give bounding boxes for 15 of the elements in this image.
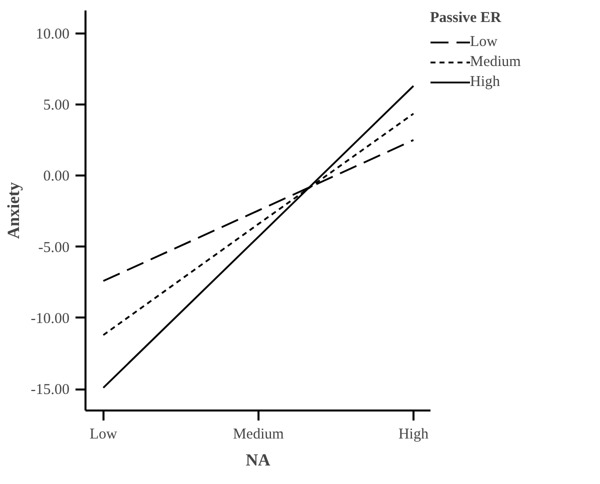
x-tick-label: Low — [90, 426, 118, 442]
legend-label: Medium — [470, 54, 521, 70]
x-axis-title: NA — [246, 450, 271, 470]
y-tick-label: -5.00 — [38, 240, 70, 256]
y-tick-label: -15.00 — [30, 382, 70, 398]
y-axis-title: Anxiety — [4, 182, 23, 239]
x-tick-label: Medium — [232, 426, 284, 442]
legend-label: High — [470, 74, 500, 90]
y-tick-label: 0.00 — [43, 168, 70, 185]
x-tick-label: High — [398, 426, 429, 442]
y-tick-label: 10.00 — [36, 26, 70, 42]
y-tick-label: 5.00 — [43, 97, 70, 114]
legend-label: Low — [470, 34, 498, 50]
legend-title: Passive ER — [430, 10, 502, 27]
y-tick-label: -10.00 — [30, 310, 70, 327]
